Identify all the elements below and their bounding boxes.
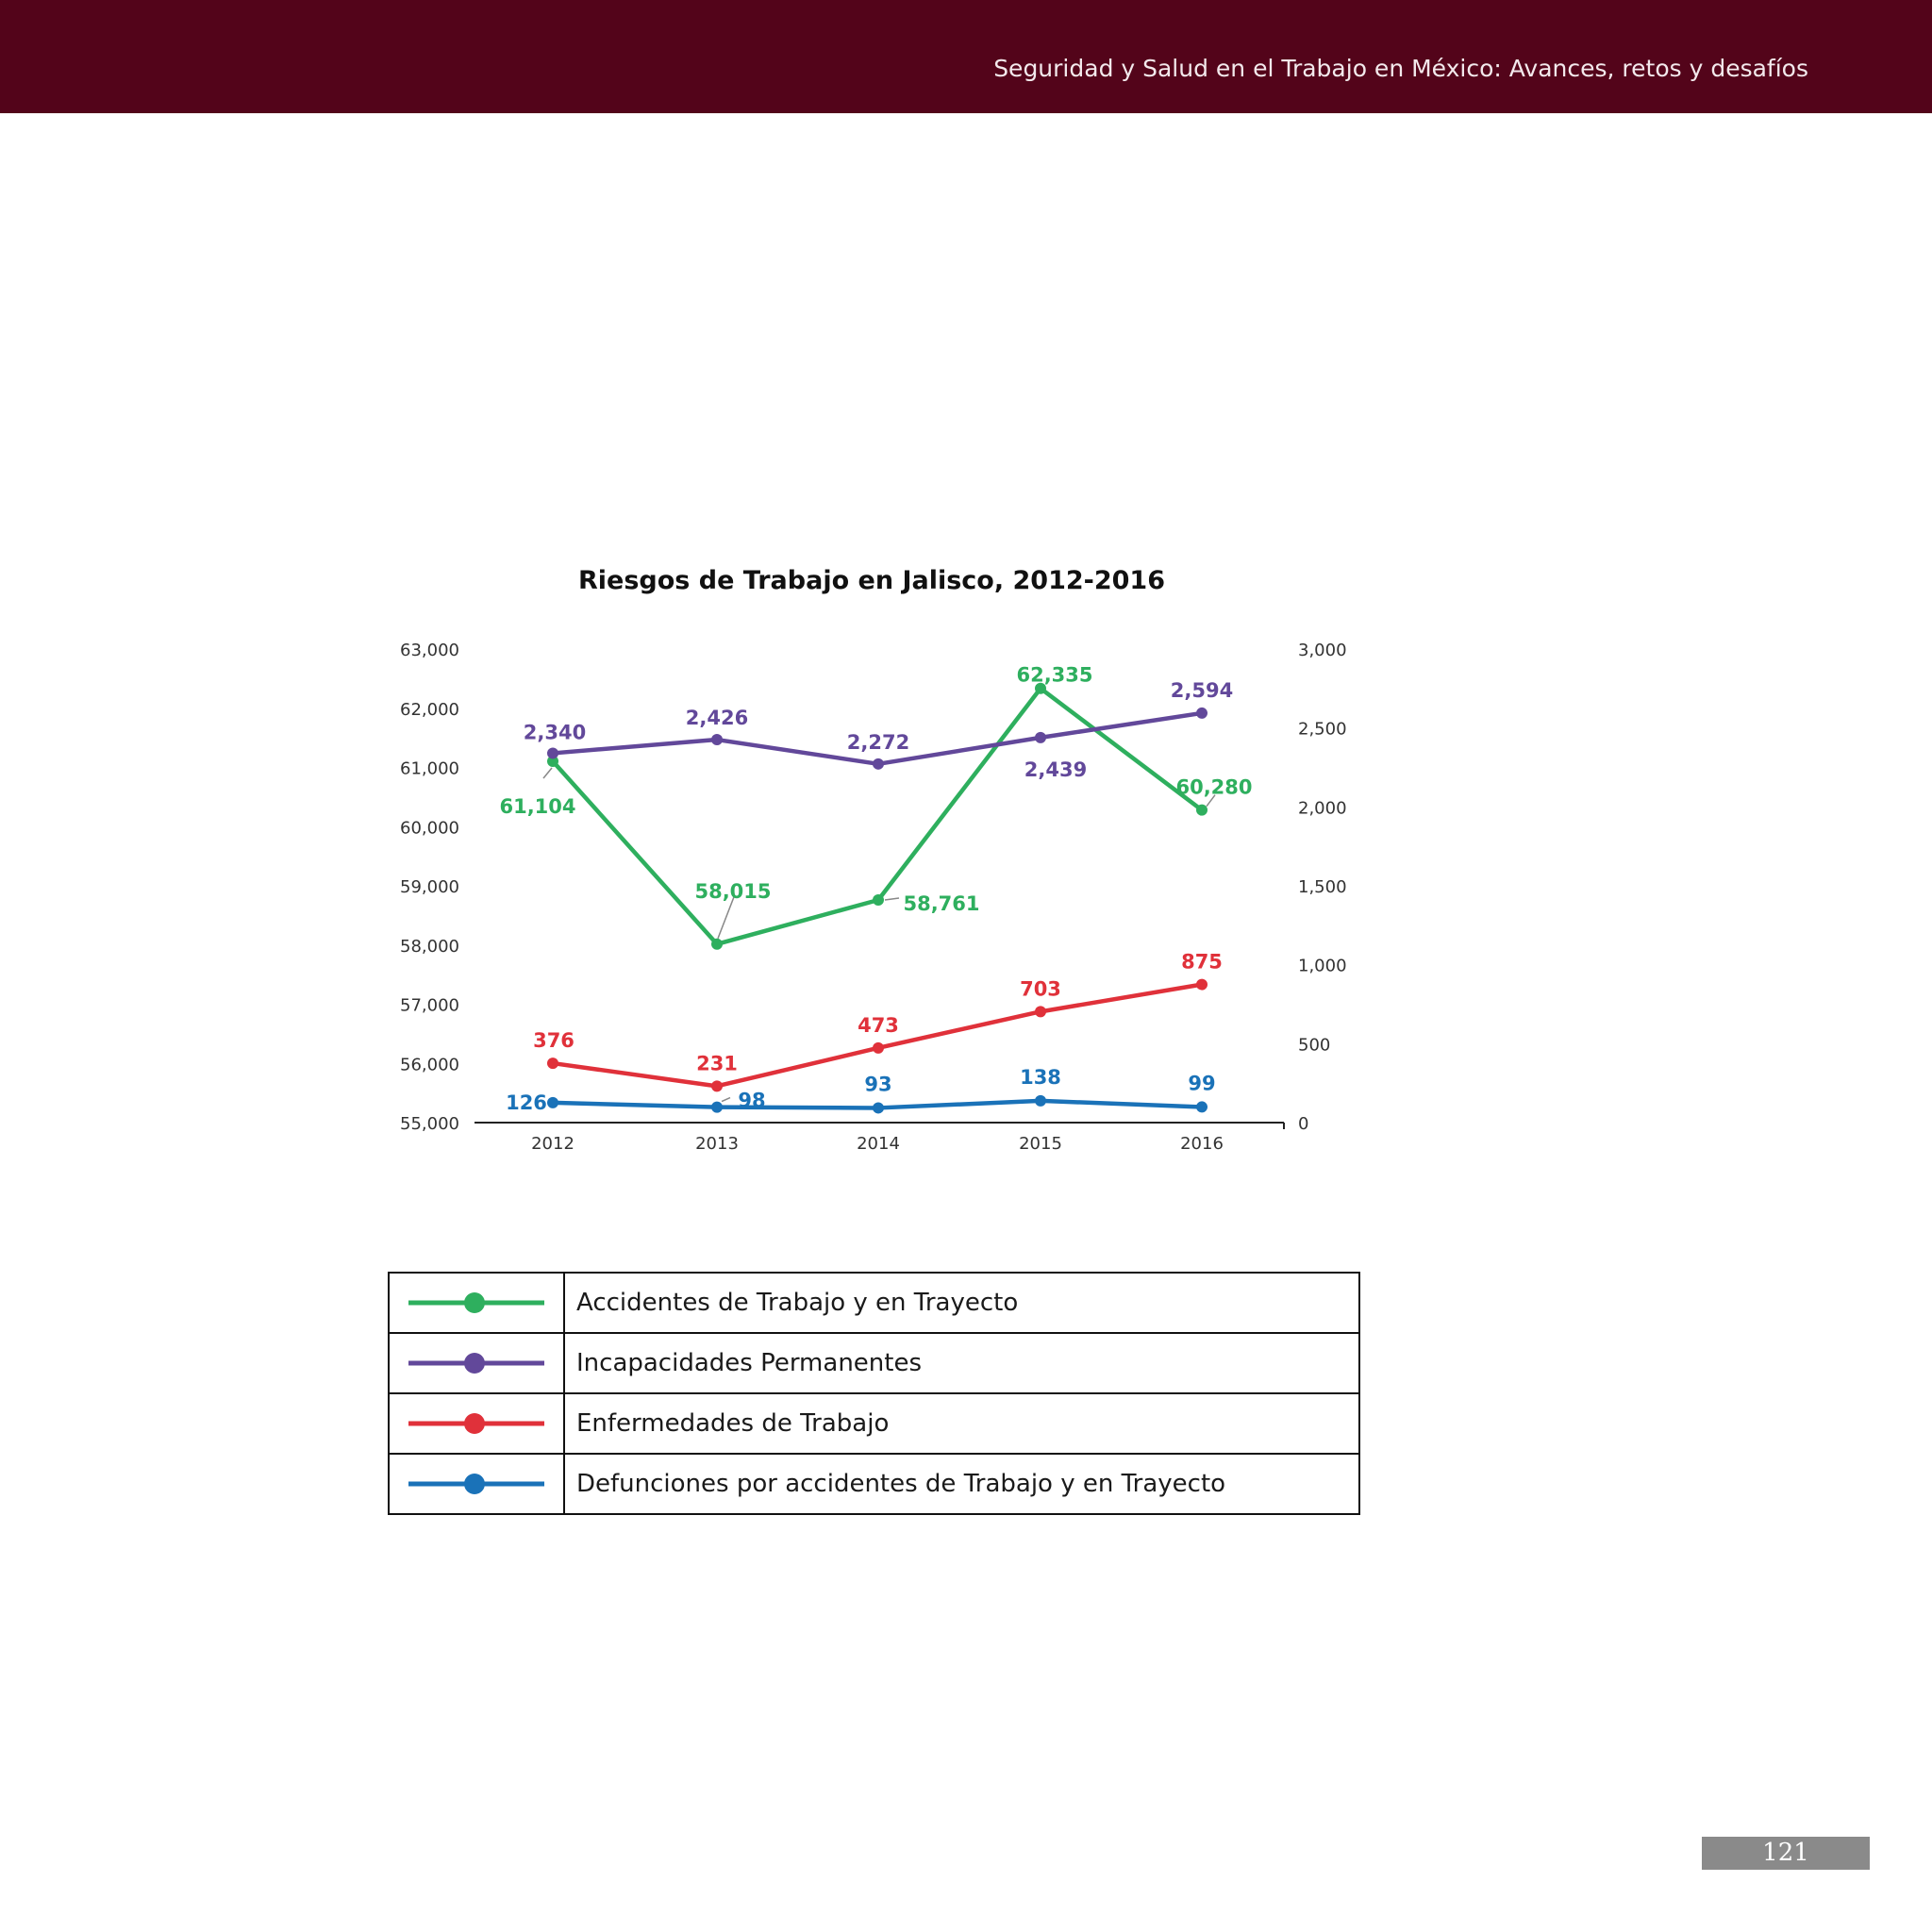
label-leader-line — [721, 1096, 731, 1103]
legend-swatch-cell — [388, 1453, 565, 1515]
data-point — [547, 1058, 558, 1070]
data-point — [547, 755, 558, 767]
page-header: Seguridad y Salud en el Trabajo en Méxic… — [0, 0, 1932, 113]
legend-row: Incapacidades Permanentes — [388, 1332, 1360, 1394]
data-label: 2,340 — [524, 721, 586, 743]
label-leader-line — [717, 896, 735, 940]
y-right-tick-label: 3,000 — [1298, 641, 1347, 660]
data-point — [873, 1102, 884, 1114]
data-point — [711, 1080, 723, 1092]
legend-swatch-icon — [408, 1292, 544, 1313]
data-label: 61,104 — [499, 795, 575, 818]
data-point — [873, 1041, 884, 1054]
data-point — [711, 734, 723, 746]
y-left-tick-label: 56,000 — [400, 1055, 459, 1074]
data-label: 62,335 — [1016, 664, 1092, 687]
data-label: 2,594 — [1171, 679, 1233, 702]
legend-swatch-icon — [408, 1413, 544, 1434]
data-point — [873, 893, 884, 906]
legend-label: Accidentes de Trabajo y en Trayecto — [563, 1272, 1360, 1334]
label-leader-line — [1206, 794, 1216, 808]
legend-row: Enfermedades de Trabajo — [388, 1392, 1360, 1455]
x-tick-label: 2014 — [857, 1134, 900, 1154]
data-label: 2,272 — [847, 731, 909, 754]
data-label: 703 — [1020, 977, 1061, 1000]
data-label: 231 — [696, 1052, 738, 1074]
label-leader-line — [542, 767, 553, 779]
legend-swatch-cell — [388, 1392, 565, 1455]
data-point — [1196, 707, 1208, 719]
chart-title: Riesgos de Trabajo en Jalisco, 2012-2016 — [577, 566, 1166, 595]
data-label: 376 — [533, 1029, 575, 1052]
data-point — [1196, 1101, 1208, 1113]
data-label: 60,280 — [1175, 776, 1252, 799]
y-left-tick-label: 57,000 — [400, 996, 459, 1016]
legend-label: Incapacidades Permanentes — [563, 1332, 1360, 1394]
x-tick-label: 2016 — [1180, 1134, 1224, 1154]
y-left-tick-label: 61,000 — [400, 759, 459, 779]
data-point — [1035, 1006, 1046, 1018]
y-left-tick-label: 63,000 — [400, 641, 459, 660]
data-point — [711, 1101, 723, 1113]
y-left-tick-label: 59,000 — [400, 877, 459, 897]
y-left-tick-label: 60,000 — [400, 818, 459, 838]
x-tick-label: 2013 — [695, 1134, 739, 1154]
x-tick-label: 2012 — [531, 1134, 575, 1154]
data-label: 99 — [1188, 1072, 1215, 1094]
data-label: 2,426 — [686, 707, 748, 729]
legend-swatch-cell — [388, 1272, 565, 1334]
data-label: 58,015 — [694, 880, 771, 903]
data-label: 58,761 — [903, 892, 979, 915]
label-leader-line — [884, 897, 900, 901]
y-right-tick-label: 2,000 — [1298, 798, 1347, 818]
y-right-tick-label: 1,500 — [1298, 877, 1347, 897]
data-point — [547, 1096, 558, 1108]
page-number: 121 — [1702, 1837, 1870, 1870]
data-point — [547, 747, 558, 759]
data-point — [1196, 804, 1208, 816]
y-right-tick-label: 2,500 — [1298, 720, 1347, 740]
y-right-tick-label: 1,000 — [1298, 957, 1347, 976]
data-label: 98 — [738, 1090, 765, 1112]
y-right-tick-label: 500 — [1298, 1035, 1330, 1055]
data-point — [1196, 978, 1208, 991]
y-right-tick-label: 0 — [1298, 1114, 1308, 1134]
legend-swatch-cell — [388, 1332, 565, 1394]
data-label: 473 — [858, 1014, 899, 1037]
chart-legend: Accidentes de Trabajo y en Trayecto Incap… — [388, 1272, 1360, 1515]
data-label: 93 — [864, 1073, 891, 1095]
legend-row: Accidentes de Trabajo y en Trayecto — [388, 1272, 1360, 1334]
data-label: 875 — [1181, 951, 1223, 974]
y-left-tick-label: 62,000 — [400, 700, 459, 720]
data-point — [1035, 731, 1046, 743]
data-point — [1035, 1094, 1046, 1107]
legend-swatch-icon — [408, 1474, 544, 1494]
legend-label: Defunciones por accidentes de Trabajo y … — [563, 1453, 1360, 1515]
data-label: 2,439 — [1024, 758, 1087, 781]
y-left-tick-label: 55,000 — [400, 1114, 459, 1134]
legend-label: Enfermedades de Trabajo — [563, 1392, 1360, 1455]
data-point — [711, 938, 723, 950]
legend-row: Defunciones por accidentes de Trabajo y … — [388, 1453, 1360, 1515]
legend-swatch-icon — [408, 1353, 544, 1374]
data-point — [873, 758, 884, 770]
data-point — [1035, 682, 1046, 694]
data-label: 126 — [506, 1091, 547, 1114]
x-tick-label: 2015 — [1019, 1134, 1062, 1154]
data-label: 138 — [1020, 1066, 1061, 1089]
document-title: Seguridad y Salud en el Trabajo en Méxic… — [993, 55, 1808, 82]
y-left-tick-label: 58,000 — [400, 937, 459, 957]
